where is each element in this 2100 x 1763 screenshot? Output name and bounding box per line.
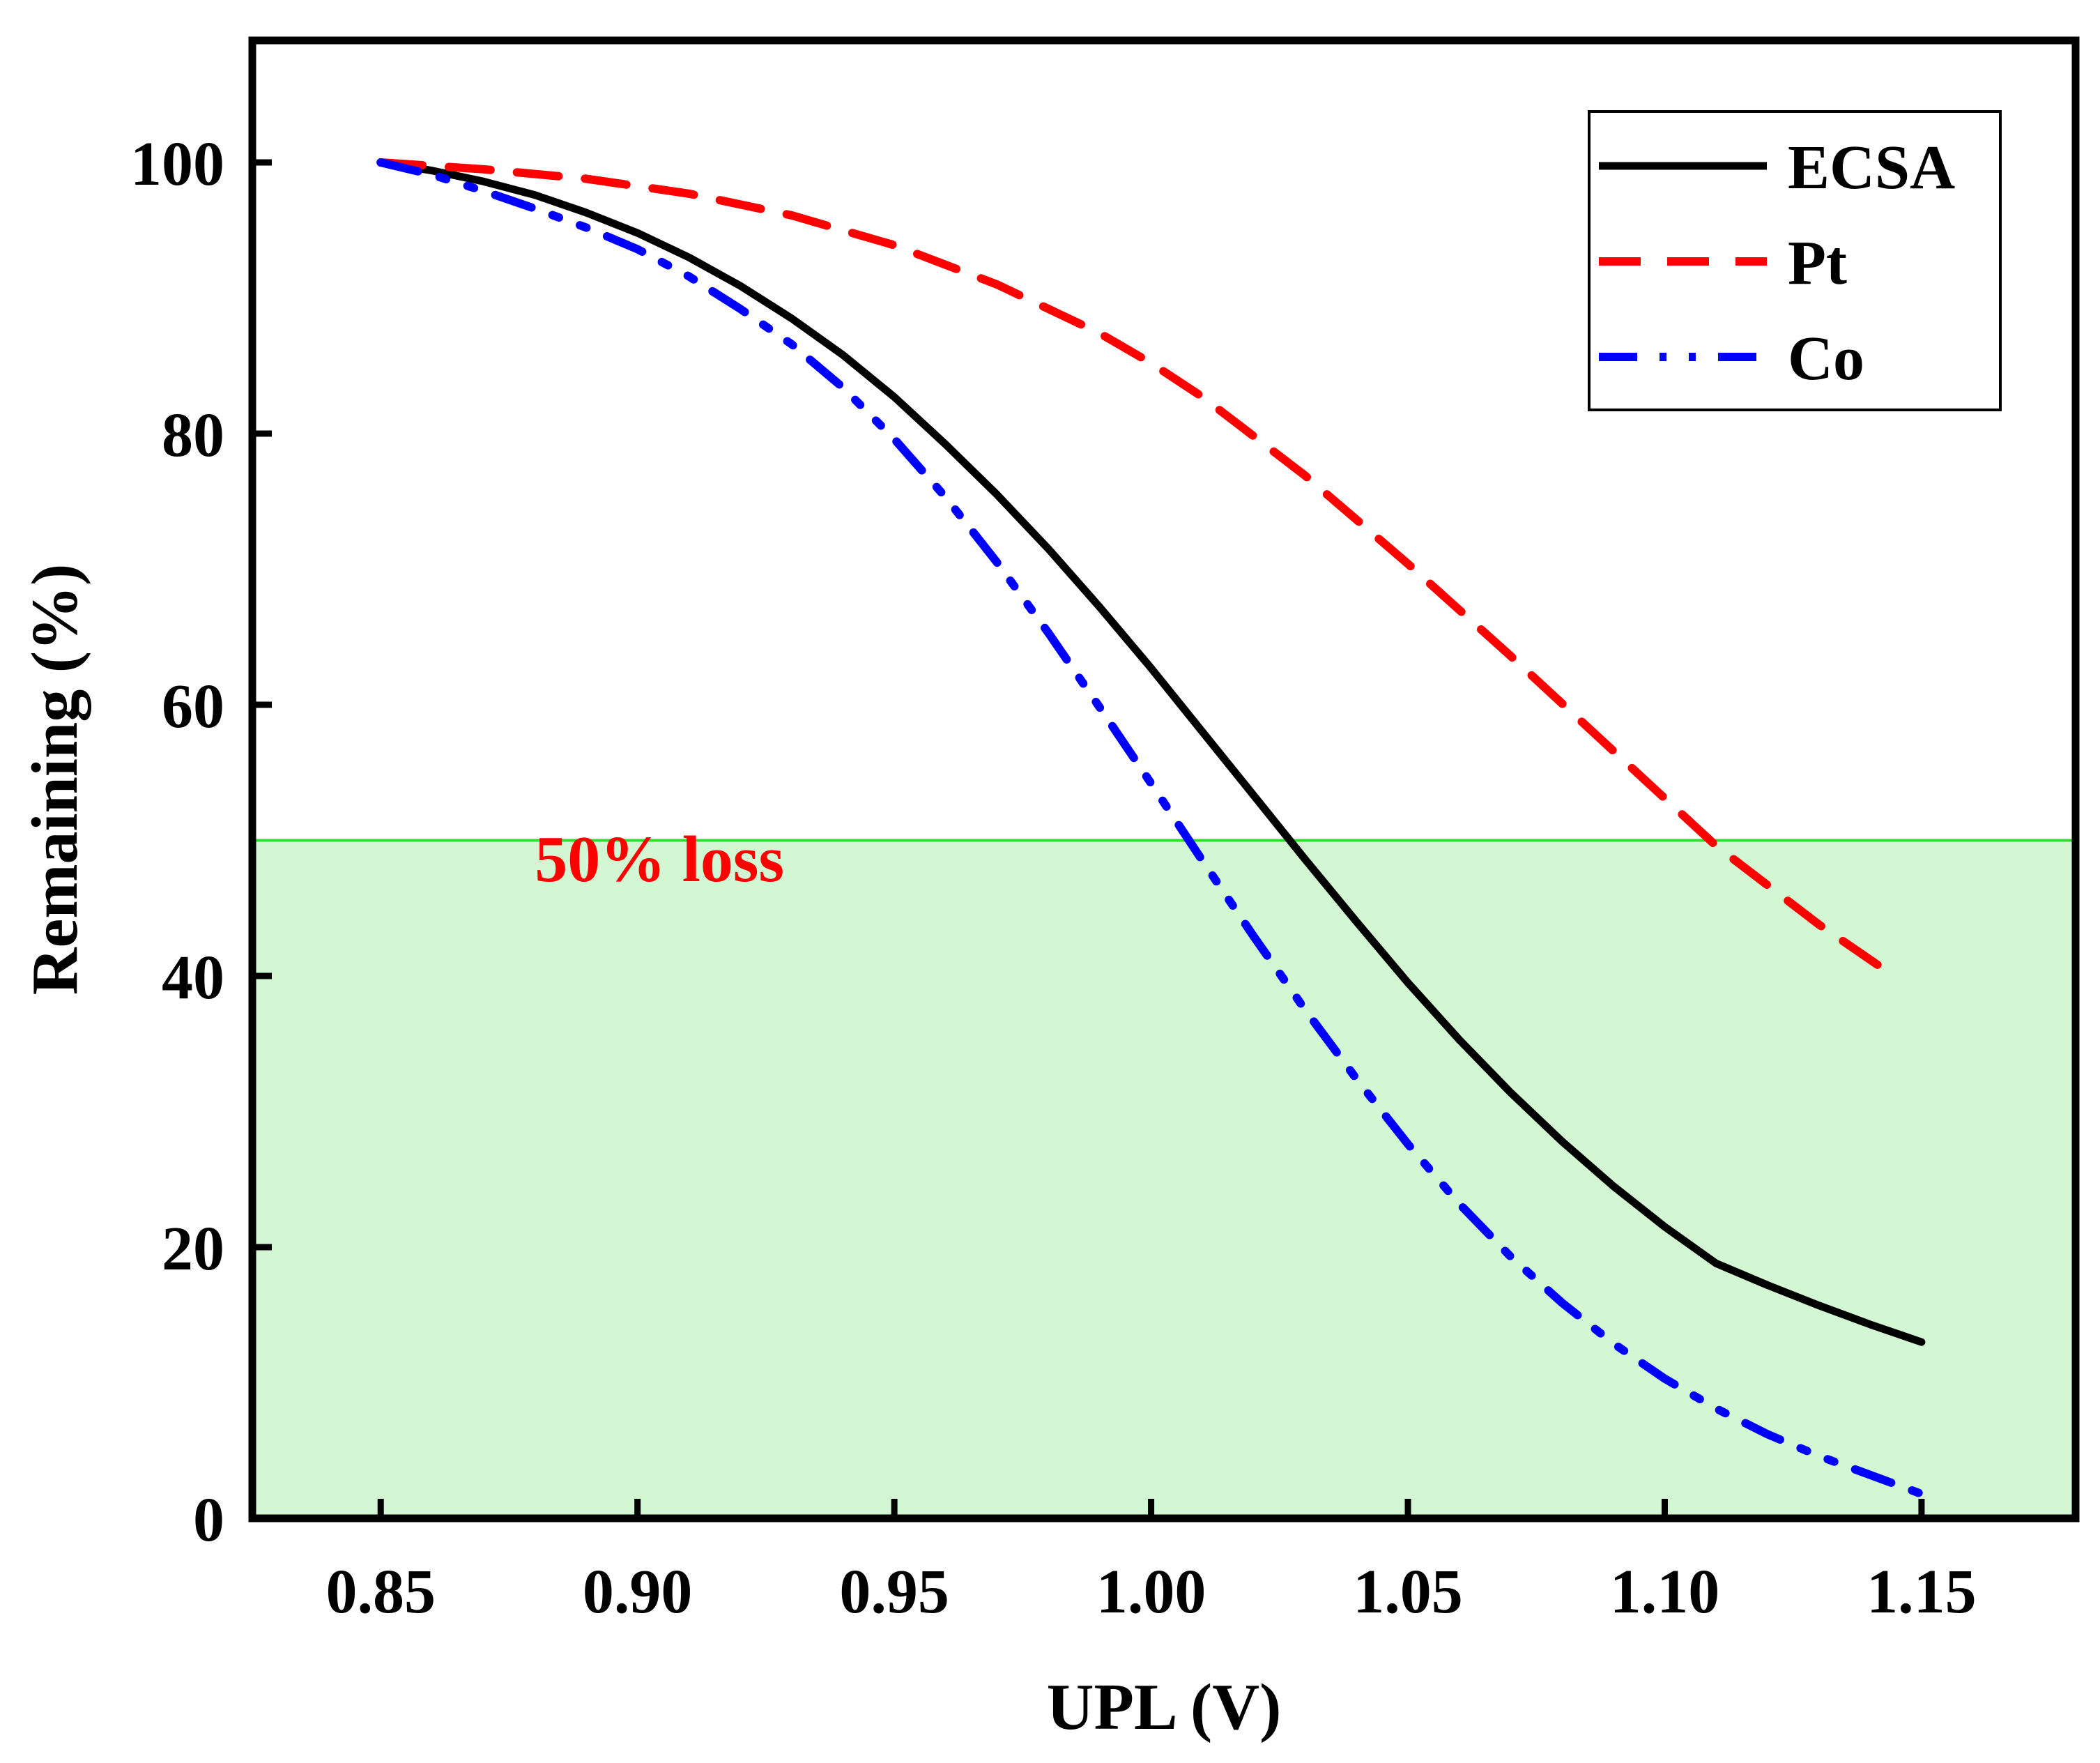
y-tick-label: 40 — [162, 943, 224, 1012]
y-axis-label: Remaining (%) — [19, 564, 91, 995]
y-tick-label: 80 — [162, 401, 224, 470]
x-tick-label: 0.90 — [583, 1557, 693, 1626]
x-tick-label: 1.15 — [1867, 1557, 1977, 1626]
series-line-pt — [376, 158, 1901, 982]
y-tick-label: 100 — [130, 130, 224, 199]
x-tick-label: 1.05 — [1353, 1557, 1463, 1626]
series-line-co — [376, 158, 1926, 1498]
x-tick-label: 1.00 — [1096, 1557, 1206, 1626]
plot-frame — [248, 36, 2080, 1522]
x-axis-label: UPL (V) — [1047, 1671, 1282, 1743]
legend-label-co: Co — [1788, 324, 1864, 393]
series-line-ecsa — [376, 158, 1926, 1346]
x-tick-label: 1.10 — [1610, 1557, 1720, 1626]
x-tick-label: 0.85 — [325, 1557, 436, 1626]
threshold-region — [252, 840, 2076, 1518]
axes: 0.85 0.90 0.95 1.00 1.05 1.10 1.15 0 20 40 60 80 100 — [130, 130, 1977, 1626]
legend-label-ecsa: ECSA — [1788, 133, 1955, 202]
y-tick-label: 20 — [162, 1214, 224, 1283]
legend: ECSA Pt Co — [1588, 110, 2002, 411]
threshold-label: 50% loss — [535, 823, 784, 896]
legend-label-pt: Pt — [1788, 229, 1847, 298]
plot-area — [252, 158, 2076, 1518]
y-tick-label: 60 — [162, 672, 224, 741]
x-tick-label: 0.95 — [839, 1557, 949, 1626]
legend-box — [1588, 110, 2002, 411]
y-tick-label: 0 — [193, 1486, 224, 1555]
